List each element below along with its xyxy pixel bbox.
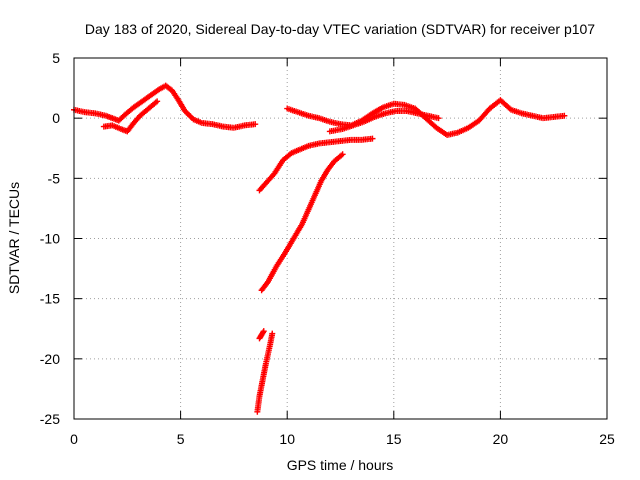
x-tick-label: 0 xyxy=(70,431,78,447)
data-point-trail xyxy=(117,112,127,123)
data-point-trail xyxy=(132,99,144,110)
tick-layer: 0 5 10 15 20 25 -25 -20 -15 -10 -5 0 5 xyxy=(40,50,615,447)
x-tick-label: 20 xyxy=(493,431,509,447)
data-point-trail xyxy=(290,147,302,156)
data-point xyxy=(252,121,259,128)
data-point-trail xyxy=(332,152,345,164)
x-tick-label: 10 xyxy=(279,431,295,447)
points-layer xyxy=(71,82,568,415)
data-point-trail xyxy=(312,179,324,197)
data-point xyxy=(561,112,568,119)
data-point xyxy=(369,135,376,142)
data-point-trail xyxy=(306,193,318,211)
data-point-trail xyxy=(123,105,136,117)
data-point-trail xyxy=(299,208,311,226)
data-point-trail xyxy=(140,93,153,104)
data-point-trail xyxy=(192,117,204,126)
data-point-trail xyxy=(477,106,492,123)
y-axis-label: SDTVAR / TECUs xyxy=(6,182,22,294)
series-arc-6 xyxy=(258,151,346,294)
data-point-trail xyxy=(319,168,330,183)
data-point-trail xyxy=(259,280,270,292)
data-point-trail xyxy=(176,98,187,113)
data-point-trail xyxy=(163,83,174,93)
series-arc-7 xyxy=(254,330,276,415)
data-point-trail xyxy=(147,99,159,111)
y-tick-label: -5 xyxy=(48,170,61,186)
x-axis-label: GPS time / hours xyxy=(287,457,394,473)
data-point-trail xyxy=(131,114,142,125)
data-point-trail xyxy=(149,87,161,98)
data-point-trail xyxy=(498,98,513,112)
data-point-trail xyxy=(125,121,136,133)
data-point-trail xyxy=(298,143,310,152)
data-point-trail xyxy=(291,222,305,240)
y-tick-label: -15 xyxy=(40,291,60,307)
label-layer: Day 183 of 2020, Sidereal Day-to-day VTE… xyxy=(6,21,595,473)
data-point-trail xyxy=(104,113,114,121)
data-point-trail xyxy=(259,329,267,337)
data-point-trail xyxy=(170,89,181,102)
y-tick-label: -10 xyxy=(40,231,60,247)
x-tick-label: 15 xyxy=(386,431,402,447)
y-tick-label: 0 xyxy=(52,110,60,126)
x-tick-label: 5 xyxy=(177,431,185,447)
data-point-trail xyxy=(110,115,121,123)
data-point-trail xyxy=(257,181,268,192)
data-point-trail xyxy=(257,332,264,341)
series-arc-2 xyxy=(100,98,161,135)
data-point xyxy=(260,328,267,335)
data-point-trail xyxy=(371,105,385,116)
data-point xyxy=(154,98,161,105)
data-point-trail xyxy=(264,171,277,185)
series-arc-4 xyxy=(326,107,442,135)
data-point-trail xyxy=(281,151,294,163)
data-point-trail xyxy=(183,109,195,121)
series-arc-5 xyxy=(256,135,376,194)
data-point-trail xyxy=(424,116,439,130)
data-point-trail xyxy=(362,114,376,124)
data-point-trail xyxy=(434,125,449,137)
data-point-trail xyxy=(456,125,470,135)
data-point xyxy=(339,151,346,158)
data-point-trail xyxy=(325,159,337,172)
data-point-trail xyxy=(466,118,481,130)
x-tick-label: 25 xyxy=(599,431,615,447)
data-point-trail xyxy=(274,251,288,268)
chart-title: Day 183 of 2020, Sidereal Day-to-day VTE… xyxy=(85,21,595,37)
data-point-trail xyxy=(119,126,129,134)
data-point xyxy=(435,115,442,122)
series-arc-8 xyxy=(256,328,267,342)
data-point-trail xyxy=(157,83,168,92)
data-point-trail xyxy=(283,237,296,255)
data-point-trail xyxy=(265,264,279,284)
data-point-trail xyxy=(111,123,123,132)
y-tick-label: 5 xyxy=(52,50,60,66)
y-tick-label: -25 xyxy=(40,411,60,427)
y-tick-label: -20 xyxy=(40,351,60,367)
data-point-trail xyxy=(272,158,285,175)
data-point xyxy=(269,330,276,337)
data-point-trail xyxy=(138,106,151,118)
